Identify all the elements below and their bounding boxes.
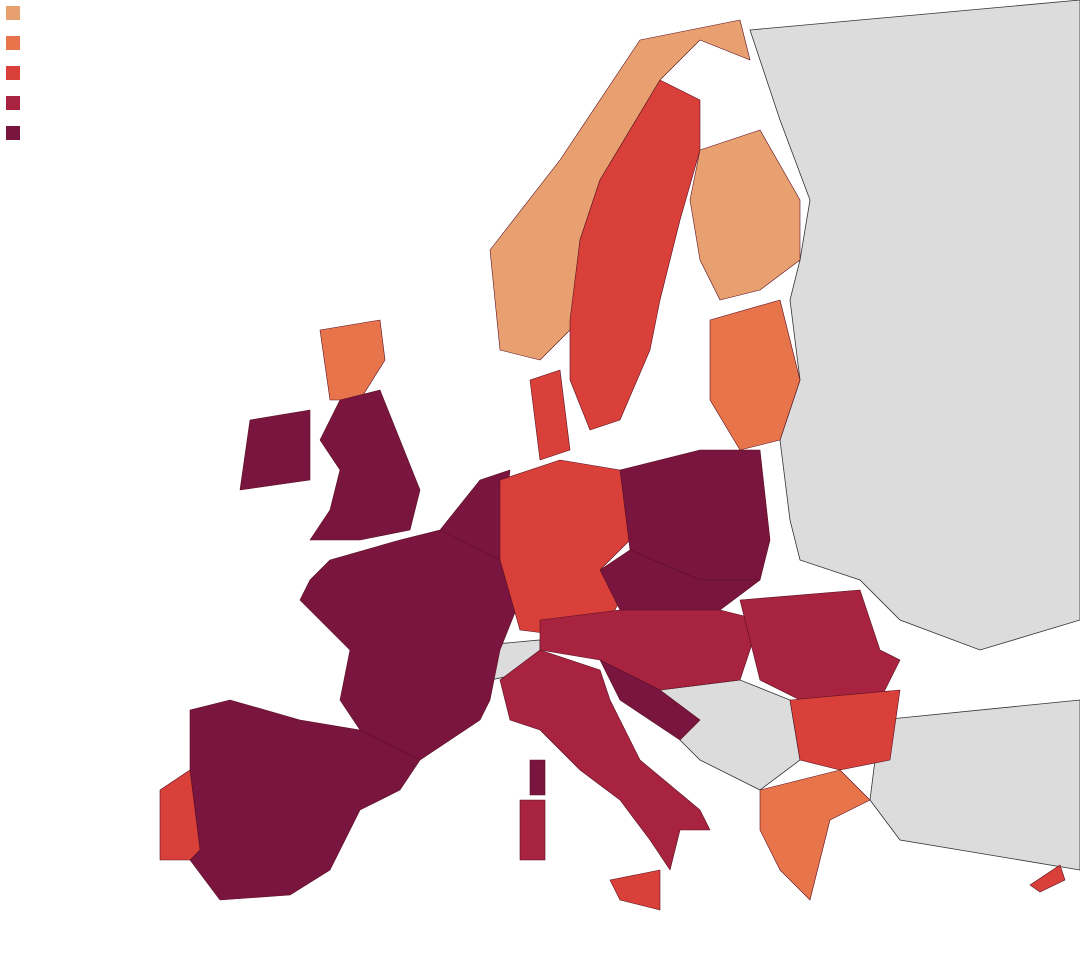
finland [689, 129, 801, 301]
legend [6, 6, 20, 140]
baltics [709, 299, 801, 451]
italy [499, 649, 711, 871]
scotland [319, 319, 386, 401]
legend-swatch [6, 6, 20, 20]
legend-swatch [6, 126, 20, 140]
sardinia [519, 799, 546, 861]
corsica [529, 759, 546, 796]
denmark [529, 369, 571, 461]
legend-swatch [6, 36, 20, 50]
eu-regions [159, 19, 1066, 911]
ireland [239, 409, 311, 491]
russia-region [749, 0, 1080, 651]
england [309, 389, 421, 541]
sicily [609, 869, 661, 911]
sweden [569, 79, 701, 431]
france [299, 529, 521, 761]
portugal [159, 769, 201, 861]
turkey [869, 699, 1080, 871]
balkans [659, 679, 801, 791]
romania [739, 589, 901, 701]
austria-hungary [539, 609, 761, 691]
legend-swatch [6, 96, 20, 110]
cyprus [1029, 864, 1066, 893]
non-eu-land [484, 0, 1080, 871]
legend-swatch [6, 66, 20, 80]
greece [759, 769, 871, 901]
croatia-slovenia [599, 659, 701, 741]
bulgaria [789, 689, 901, 771]
